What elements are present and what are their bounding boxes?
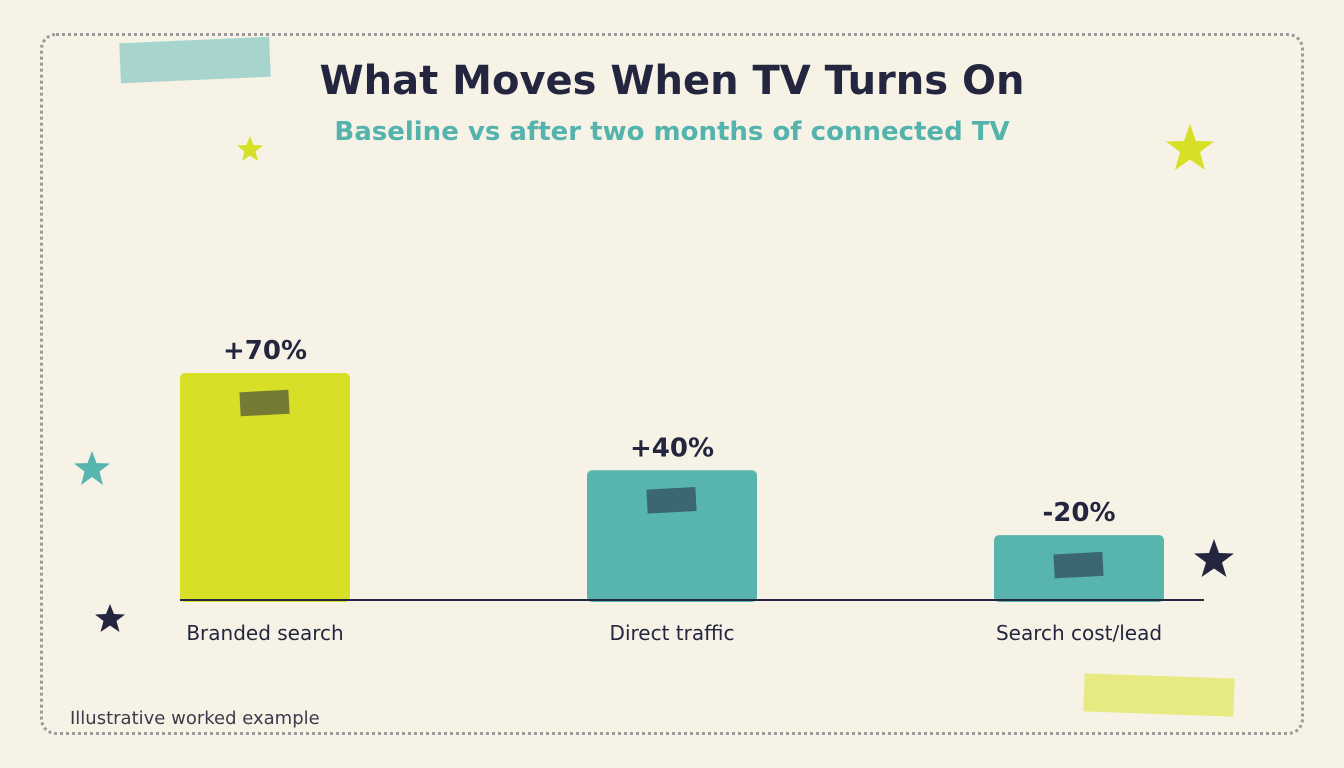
bar-tape-1 — [239, 389, 290, 417]
chart-subtitle: Baseline vs after two months of connecte… — [334, 117, 1010, 147]
chart-frame — [40, 33, 1304, 735]
chart-title: What Moves When TV Turns On — [319, 58, 1025, 104]
footnote: Illustrative worked example — [70, 708, 320, 729]
data-label-1: +70% — [223, 336, 307, 366]
category-label-1: Branded search — [186, 621, 343, 645]
bar-1 — [180, 373, 350, 602]
bar-tape-3 — [1053, 551, 1104, 579]
category-label-2: Direct traffic — [610, 621, 735, 645]
bar-tape-2 — [646, 487, 697, 514]
category-label-3: Search cost/lead — [996, 621, 1162, 645]
bar-2 — [587, 470, 757, 602]
data-label-3: -20% — [1042, 498, 1115, 528]
data-label-2: +40% — [630, 433, 714, 463]
